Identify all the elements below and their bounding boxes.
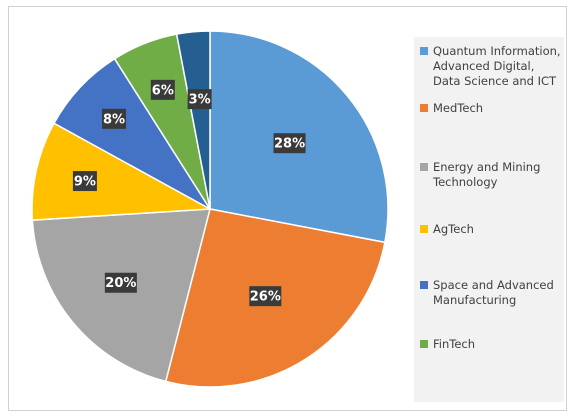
pie-chart: 28% 26% 20% 9% 8% 6% 3%	[31, 30, 389, 388]
legend-label: Energy and Mining Technology	[433, 160, 541, 189]
legend-label: Quantum Information, Advanced Digital, D…	[433, 44, 561, 88]
data-label-text: 3%	[189, 93, 211, 108]
pie-slice	[31, 208, 211, 383]
data-label-box	[104, 272, 137, 293]
legend-swatch	[420, 225, 428, 233]
data-label-box	[273, 133, 306, 154]
data-label-text: 9%	[74, 175, 96, 190]
data-label-text: 28%	[274, 137, 305, 152]
legend-swatch	[420, 281, 428, 289]
data-label: 6%	[150, 79, 175, 100]
data-label: 3%	[187, 89, 212, 110]
data-label-box	[187, 89, 212, 110]
data-label-text: 8%	[103, 112, 125, 127]
data-label: 28%	[273, 133, 306, 154]
chart-frame: 28% 26% 20% 9% 8% 6% 3% Quantum Information, A…	[8, 6, 567, 411]
data-label: 9%	[72, 171, 97, 192]
data-label: 8%	[101, 108, 126, 129]
legend-swatch	[420, 47, 428, 55]
data-label-text: 20%	[105, 276, 136, 291]
legend-swatch	[420, 340, 428, 348]
data-label: 26%	[249, 286, 282, 307]
data-label-box	[150, 79, 175, 100]
legend-label: MedTech	[433, 101, 484, 115]
legend-swatch	[420, 104, 428, 112]
data-label-text: 26%	[250, 290, 281, 305]
data-label: 20%	[104, 272, 137, 293]
legend: Quantum Information, Advanced Digital, D…	[414, 37, 564, 402]
legend-swatch	[420, 163, 428, 171]
data-label-box	[101, 108, 126, 129]
data-label-box	[249, 286, 282, 307]
legend-label: FinTech	[433, 337, 476, 351]
pie-slice	[52, 57, 211, 210]
legend-label: AgTech	[433, 222, 474, 236]
pie-slice	[175, 30, 211, 210]
data-label-box	[72, 171, 97, 192]
data-label-text: 6%	[152, 83, 174, 98]
legend-label: Space and Advanced Manufacturing	[433, 278, 554, 307]
pie-slice	[31, 122, 213, 221]
